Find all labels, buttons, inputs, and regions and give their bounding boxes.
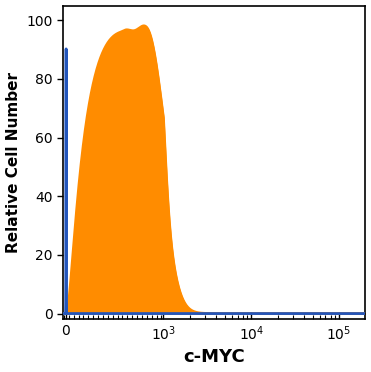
X-axis label: c-MYC: c-MYC [183,349,245,366]
Y-axis label: Relative Cell Number: Relative Cell Number [6,72,20,253]
